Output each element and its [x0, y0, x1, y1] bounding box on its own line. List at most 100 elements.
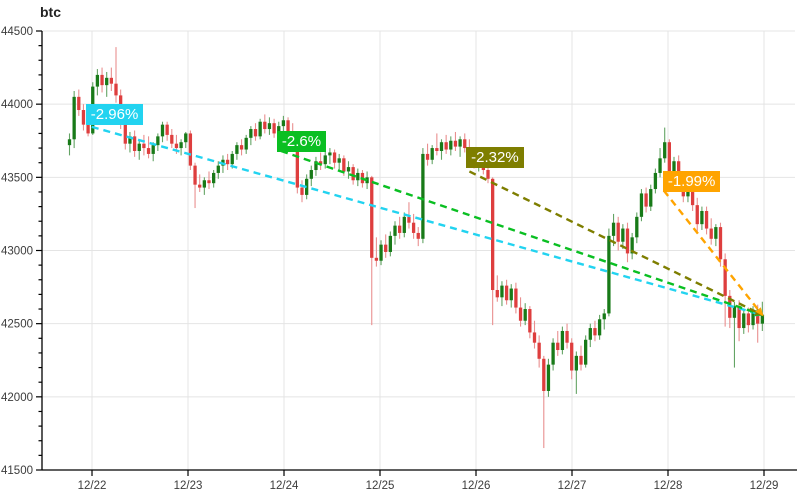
candle — [109, 67, 113, 91]
candle — [607, 228, 611, 317]
candle — [77, 89, 81, 116]
candle — [132, 130, 137, 157]
candle — [146, 136, 151, 159]
candle — [346, 161, 351, 179]
candle — [305, 174, 309, 200]
candle — [528, 306, 532, 339]
candle — [393, 221, 397, 245]
candle — [328, 148, 332, 165]
candle — [370, 175, 374, 326]
candle — [114, 47, 118, 103]
x-tick-label: 12/24 — [270, 480, 299, 492]
candle — [281, 115, 286, 132]
candle — [239, 139, 244, 156]
trend-change-label: -2.6% — [276, 130, 327, 152]
candle — [593, 320, 597, 342]
candle — [160, 121, 165, 143]
candle — [449, 136, 453, 156]
y-tick-label: 43500 — [1, 172, 33, 184]
candle — [621, 224, 625, 250]
candle — [207, 171, 211, 190]
candle — [318, 152, 323, 171]
candle — [105, 71, 109, 97]
candle — [458, 136, 462, 157]
candle — [616, 216, 620, 251]
candle — [453, 131, 458, 151]
candle — [202, 177, 206, 195]
candle — [500, 281, 504, 307]
candle — [658, 148, 662, 178]
candle — [518, 297, 523, 327]
candle — [579, 345, 583, 371]
candle — [704, 206, 709, 235]
candle — [435, 133, 439, 156]
candle — [267, 117, 272, 135]
x-tick-label: 12/25 — [366, 480, 395, 492]
candle — [570, 338, 574, 380]
candle — [635, 212, 639, 244]
candle — [72, 90, 76, 149]
candle — [560, 326, 565, 355]
candle — [444, 134, 448, 154]
x-tick-label: 12/23 — [174, 480, 203, 492]
candlestick-layer — [67, 47, 764, 449]
candle — [542, 355, 546, 449]
x-tick-label: 12/28 — [654, 480, 683, 492]
candle — [695, 197, 699, 232]
candle — [630, 232, 634, 260]
candle — [170, 129, 174, 149]
candle — [756, 304, 760, 343]
candle — [95, 69, 100, 96]
candle — [142, 134, 146, 156]
candle — [81, 104, 86, 131]
trend-lines-layer — [91, 125, 765, 317]
candle — [732, 301, 737, 368]
candle — [184, 131, 188, 149]
candle — [728, 290, 732, 329]
trend-line — [662, 189, 764, 317]
candle — [700, 206, 704, 231]
candle — [649, 184, 653, 211]
candle — [588, 323, 592, 348]
candle — [714, 224, 718, 247]
candle — [388, 231, 392, 257]
candle — [439, 139, 444, 160]
candle — [188, 130, 193, 171]
candle — [653, 168, 658, 194]
candle — [532, 320, 537, 349]
candle — [249, 126, 253, 146]
candle — [625, 222, 630, 263]
candle — [537, 335, 541, 368]
candle — [644, 187, 648, 213]
trend-change-label: -2.32% — [466, 146, 524, 168]
trend-line — [91, 125, 765, 317]
x-tick-label: 12/22 — [78, 480, 107, 492]
candle — [300, 180, 304, 203]
candle — [128, 131, 132, 153]
chart-title: btc — [40, 4, 61, 20]
candle — [137, 139, 141, 160]
candle — [430, 145, 434, 165]
candle — [523, 303, 527, 326]
candle — [514, 282, 518, 314]
y-tick-label: 42500 — [1, 319, 33, 331]
candle — [356, 168, 360, 187]
y-tick-label: 41500 — [1, 465, 33, 477]
y-tick-label: 44500 — [1, 26, 33, 38]
candle — [314, 156, 318, 176]
trend-line — [280, 149, 765, 317]
candle — [337, 153, 341, 172]
candle — [565, 323, 569, 349]
candle — [746, 307, 751, 333]
candle — [323, 150, 327, 169]
candle — [597, 314, 602, 340]
candle — [272, 118, 276, 138]
candle — [718, 222, 723, 267]
candle — [551, 338, 555, 371]
candle — [212, 170, 216, 188]
candle — [67, 133, 72, 156]
candle — [309, 165, 313, 187]
candle — [504, 279, 509, 305]
candle — [332, 149, 337, 169]
